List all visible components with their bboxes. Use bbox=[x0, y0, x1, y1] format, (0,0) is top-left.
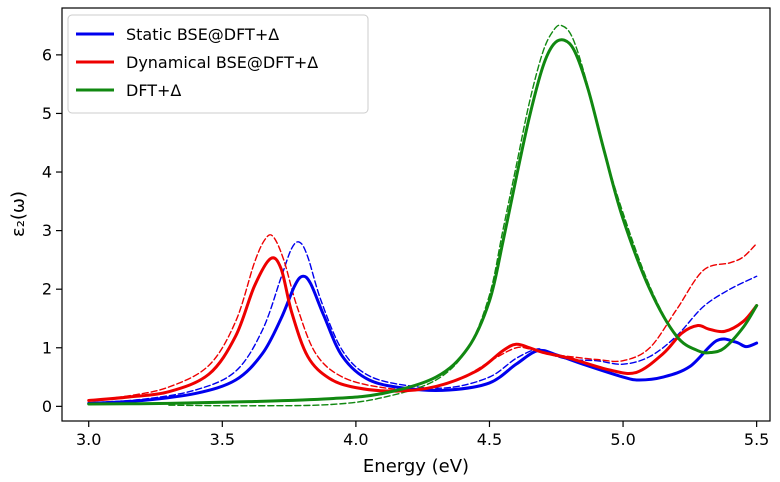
legend-box bbox=[67, 14, 369, 114]
y-tick-label: 4 bbox=[42, 163, 52, 182]
y-tick-label: 3 bbox=[42, 221, 52, 240]
y-tick-label: 6 bbox=[42, 45, 52, 64]
legend: Static BSE@DFT+Δ Dynamical BSE@DFT+Δ DFT+Δ bbox=[67, 14, 369, 114]
y-tick-label: 2 bbox=[42, 280, 52, 299]
y-tick-label: 1 bbox=[42, 338, 52, 357]
x-axis-label: Energy (eV) bbox=[363, 456, 469, 477]
series-line-4-dashed bbox=[88, 234, 758, 402]
x-tick-label: 3.5 bbox=[210, 430, 235, 449]
series-line-1 bbox=[87, 256, 759, 402]
legend-label: Dynamical BSE@DFT+Δ bbox=[126, 53, 318, 72]
series-line-0 bbox=[87, 274, 759, 405]
x-tick-label: 5.0 bbox=[610, 430, 635, 449]
plot-frame bbox=[61, 7, 771, 422]
series-line-2 bbox=[87, 38, 759, 406]
y-axis-ticks: 0 1 2 3 4 5 6 bbox=[42, 45, 62, 416]
y-axis-label: ε₂(ω) bbox=[8, 191, 29, 237]
y-tick-label: 5 bbox=[42, 104, 52, 123]
x-tick-label: 4.5 bbox=[477, 430, 502, 449]
y-tick-label: 0 bbox=[42, 397, 52, 416]
x-tick-label: 4.0 bbox=[343, 430, 368, 449]
legend-label: Static BSE@DFT+Δ bbox=[126, 25, 279, 44]
x-tick-label: 5.5 bbox=[744, 430, 769, 449]
x-tick-label: 3.0 bbox=[76, 430, 101, 449]
legend-label: DFT+Δ bbox=[126, 81, 181, 100]
x-axis-ticks: 3.0 3.5 4.0 4.5 5.0 5.5 bbox=[76, 421, 769, 449]
series-layer bbox=[87, 24, 759, 407]
